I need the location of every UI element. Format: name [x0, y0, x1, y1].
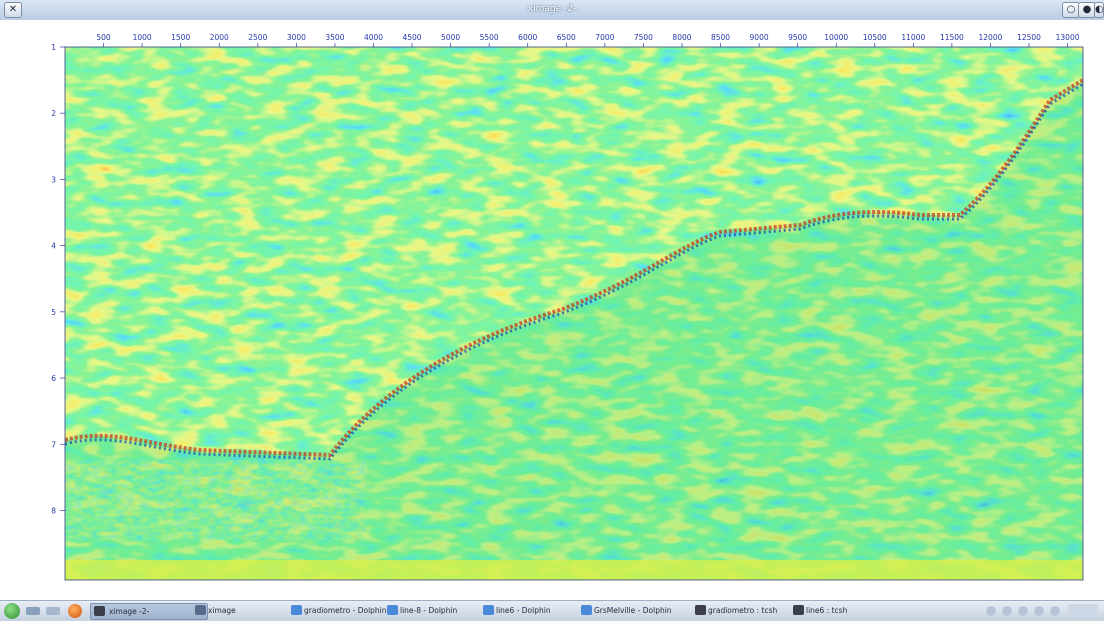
x-tick-label: 12000	[979, 33, 1003, 42]
x-tick-label: 7500	[634, 33, 653, 42]
taskbar-item-label: line-8 - Dolphin	[400, 606, 458, 615]
y-tick-label: 2	[51, 109, 56, 118]
x-tick-label: 2000	[210, 33, 229, 42]
show-desktop-icon[interactable]	[26, 607, 40, 615]
x-tick-label: 9500	[788, 33, 807, 42]
start-menu-icon[interactable]	[4, 603, 20, 619]
taskbar-item[interactable]: GrsMelville - Dolphin	[578, 603, 694, 618]
x-tick-label: 8000	[672, 33, 691, 42]
x-tick-label: 3000	[287, 33, 306, 42]
terminal-icon	[793, 605, 804, 615]
seafloor-reflector	[65, 78, 1083, 458]
taskbar-item[interactable]: gradiometro - Dolphin	[288, 603, 396, 618]
taskbar-item-label: gradiometro - Dolphin	[304, 606, 387, 615]
y-tick-label: 4	[51, 242, 56, 251]
x-tick-label: 5000	[441, 33, 460, 42]
seismic-plot: 500 1000 1500 2000 2500 3000 3500 4000 4500 5000 5…	[51, 33, 1084, 581]
x-tick-label: 1500	[171, 33, 190, 42]
terminal-icon	[695, 605, 706, 615]
taskbar-item[interactable]: ximage	[192, 603, 296, 618]
taskbar-item-label: GrsMelville - Dolphin	[594, 606, 672, 615]
x-tick-label: 11500	[940, 33, 964, 42]
taskbar-item[interactable]: ximage -2-	[90, 603, 208, 620]
clipboard-icon[interactable]	[986, 606, 996, 616]
taskbar-item[interactable]: line-8 - Dolphin	[384, 603, 492, 618]
plot-frame	[64, 46, 1084, 581]
x-tick-label: 12500	[1017, 33, 1041, 42]
taskbar: ximage -2- ximage gradiometro - Dolphin lin…	[0, 600, 1104, 621]
taskbar-item-label: line6 - Dolphin	[496, 606, 551, 615]
x-tick-label: 1000	[133, 33, 152, 42]
seafloor-reflector-shadow	[65, 82, 1083, 461]
x-tick-label: 6500	[557, 33, 576, 42]
x-tick-label: 10500	[863, 33, 887, 42]
pager-icon[interactable]	[46, 607, 60, 615]
volume-icon[interactable]	[1018, 606, 1028, 616]
window-menu-button[interactable]: ◐	[1094, 2, 1104, 18]
x-tick-label: 10000	[824, 33, 848, 42]
clock-widget[interactable]	[1068, 604, 1098, 618]
x-tick-label: 4000	[364, 33, 383, 42]
taskbar-item[interactable]: line6 : tcsh	[790, 603, 898, 618]
x-tick-label: 11000	[901, 33, 925, 42]
ximage-icon	[195, 605, 206, 615]
taskbar-item-label: ximage	[208, 606, 236, 615]
folder-icon	[581, 605, 592, 615]
taskbar-item-label: ximage -2-	[109, 607, 150, 616]
y-tick-label: 5	[51, 308, 56, 317]
x-axis: 500 1000 1500 2000 2500 3000 3500 4000 4500 5000 5…	[96, 33, 1080, 47]
taskbar-item-label: gradiometro : tcsh	[708, 606, 778, 615]
x-tick-label: 3500	[325, 33, 344, 42]
y-tick-label: 8	[51, 506, 56, 515]
folder-icon	[387, 605, 398, 615]
x-tick-label: 2500	[248, 33, 267, 42]
updates-icon[interactable]	[1034, 606, 1044, 616]
notifications-icon[interactable]	[1050, 606, 1060, 616]
x-tick-label: 8500	[711, 33, 730, 42]
y-tick-label: 3	[51, 175, 56, 184]
y-tick-label: 6	[51, 374, 56, 383]
y-tick-label: 1	[51, 43, 56, 52]
folder-icon	[291, 605, 302, 615]
x-tick-label: 500	[96, 33, 111, 42]
terminal-icon	[94, 606, 105, 616]
close-icon[interactable]: ✕	[4, 2, 22, 18]
network-icon[interactable]	[1002, 606, 1012, 616]
x-tick-label: 7000	[595, 33, 614, 42]
left-multiple-zone	[65, 460, 365, 540]
x-tick-label: 6000	[518, 33, 537, 42]
firefox-icon[interactable]	[68, 604, 82, 618]
y-axis: 1 2 3 4 5 6 7 8	[51, 43, 65, 515]
folder-icon	[483, 605, 494, 615]
window-title: ximage -2-	[527, 4, 577, 14]
x-tick-label: 13000	[1056, 33, 1080, 42]
bottom-band	[65, 560, 1083, 580]
y-tick-label: 7	[51, 440, 56, 449]
window-titlebar[interactable]: ✕ ximage -2- ○ ● ◐	[0, 0, 1104, 21]
x-tick-label: 4500	[402, 33, 421, 42]
x-tick-label: 5500	[480, 33, 499, 42]
ximage-canvas-area: 500 1000 1500 2000 2500 3000 3500 4000 4500 5000 5…	[0, 20, 1104, 600]
taskbar-item[interactable]: gradiometro : tcsh	[692, 603, 800, 618]
taskbar-item-label: line6 : tcsh	[806, 606, 848, 615]
taskbar-item[interactable]: line6 - Dolphin	[480, 603, 588, 618]
x-tick-label: 9000	[750, 33, 769, 42]
